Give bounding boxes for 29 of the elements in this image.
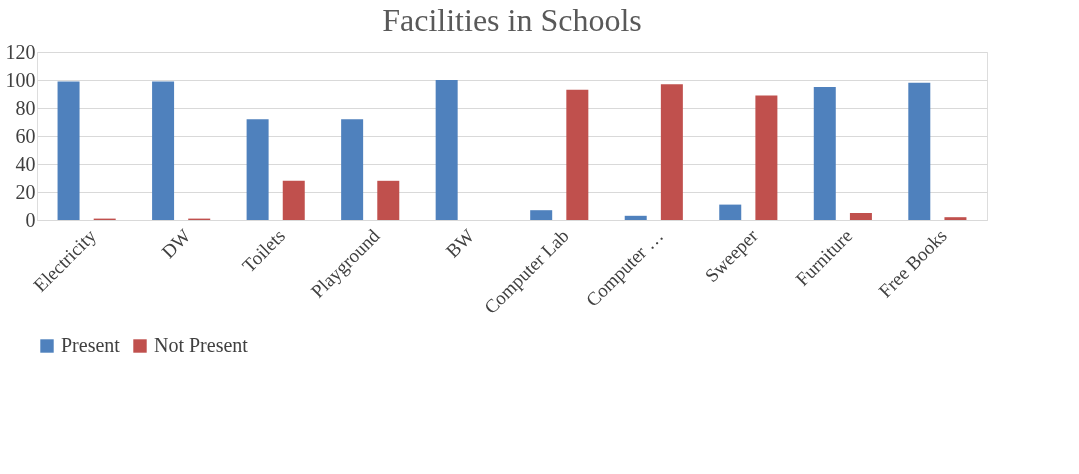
y-tick-label: 100	[5, 68, 36, 91]
bar	[341, 119, 364, 220]
x-tick-label: DW	[157, 225, 195, 263]
bar	[377, 180, 400, 220]
y-tick-label: 0	[25, 208, 36, 231]
bar	[282, 180, 305, 220]
bar	[813, 87, 836, 220]
y-tick-label: 20	[15, 180, 36, 203]
bar	[530, 210, 553, 220]
x-tick-label: BW	[441, 225, 479, 262]
bar	[152, 81, 175, 220]
bar	[719, 204, 742, 220]
bar	[944, 217, 967, 220]
bar	[624, 215, 647, 220]
bar	[246, 119, 269, 220]
bar	[660, 84, 683, 220]
y-tick-label: 120	[5, 40, 36, 63]
y-tick-label: 60	[15, 124, 36, 147]
legend-label: Present	[61, 334, 121, 356]
bar	[755, 95, 778, 220]
bar	[57, 81, 80, 220]
y-tick-label: 80	[15, 96, 36, 119]
bar	[566, 89, 589, 220]
bar	[908, 82, 931, 220]
bar	[849, 213, 872, 220]
chart-title: Facilities in Schools	[382, 2, 642, 38]
bar	[435, 80, 458, 220]
y-tick-label: 40	[15, 152, 36, 175]
legend-label: Not Present	[154, 334, 249, 356]
